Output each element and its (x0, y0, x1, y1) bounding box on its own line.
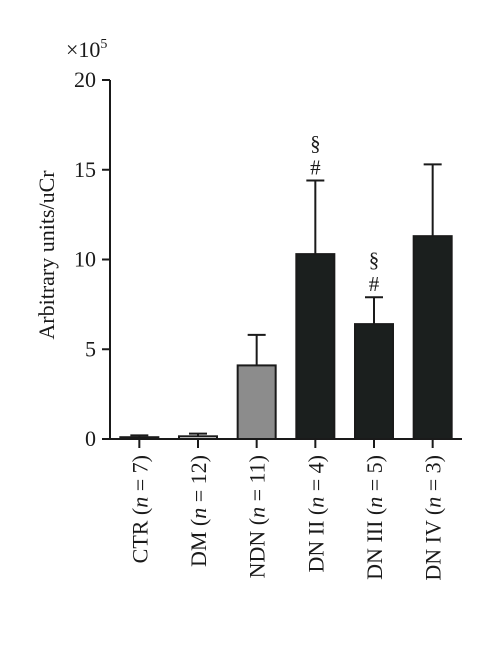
bar (236, 364, 277, 440)
significance-mark: # (369, 272, 380, 296)
y-tick-label: 5 (85, 336, 96, 361)
y-axis-label: Arbitrary units/uCr (34, 170, 59, 340)
x-tick-label: NDN (n = 11) (245, 455, 270, 578)
axis-multiplier: ×105 (66, 37, 107, 62)
x-tick-label: DN IV (n = 3) (421, 455, 446, 581)
y-axis-ticks: 0 5 10 15 20 (74, 67, 110, 451)
y-tick-label: 10 (74, 247, 96, 272)
significance-mark: § (310, 132, 321, 156)
bar (354, 323, 394, 440)
x-tick-label: DM (n = 12) (186, 455, 211, 567)
x-tick-label: DN III (n = 5) (362, 455, 387, 580)
y-tick-label: 20 (74, 67, 96, 92)
x-tick-label: DN II (n = 4) (303, 455, 328, 573)
significance-mark: # (310, 156, 321, 180)
bars-group: §#§# (119, 132, 453, 440)
y-tick-label: 0 (85, 426, 96, 451)
x-tick-label: CTR (n = 7) (127, 455, 152, 563)
bar (412, 235, 453, 440)
significance-mark: § (369, 248, 380, 272)
bar (295, 253, 336, 440)
y-tick-label: 15 (74, 157, 96, 182)
x-axis-ticks: CTR (n = 7) DM (n = 12) NDN (n = 11) DN II … (127, 439, 446, 581)
